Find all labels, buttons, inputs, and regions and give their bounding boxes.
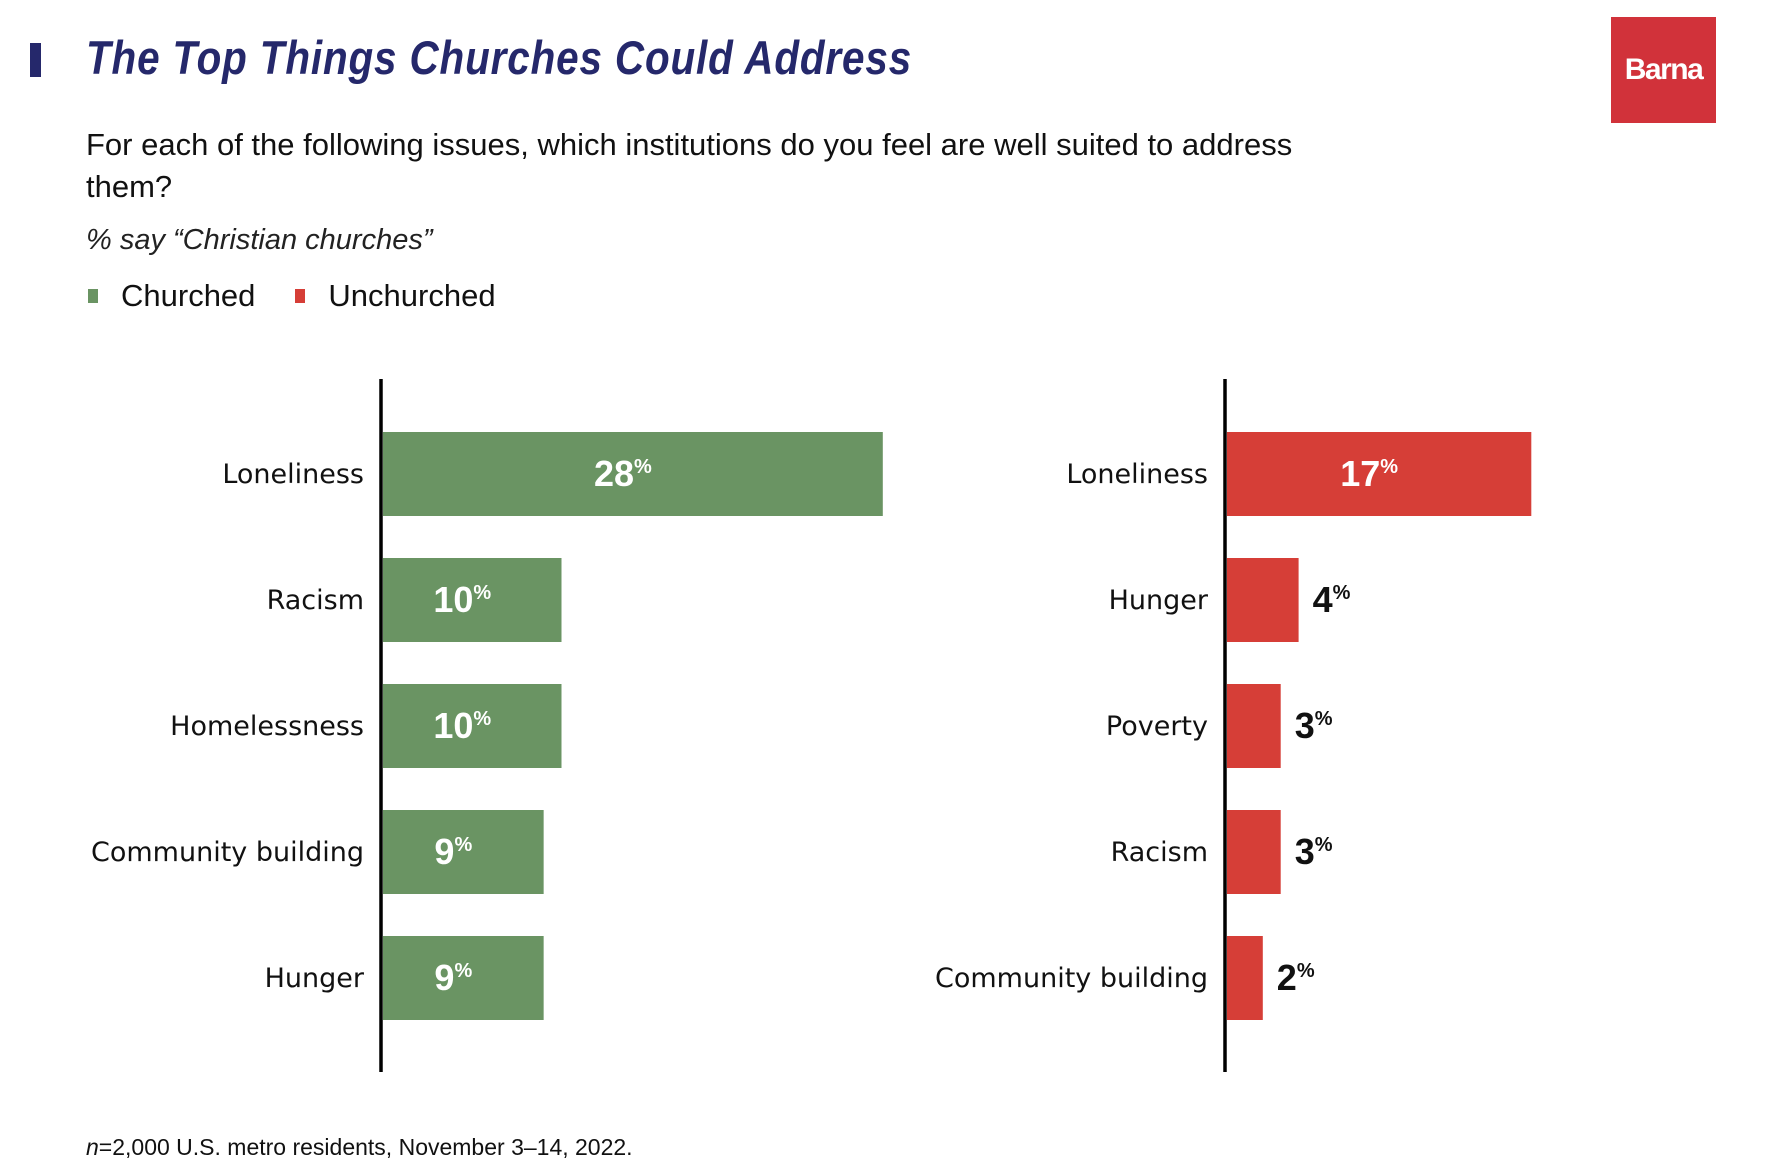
chart-subtitle: % say “Christian churches” [86,224,433,256]
logo-text: Barna [1624,53,1704,86]
churched-bar-1 [383,558,562,642]
unchurched-value-unit-0: % [1380,456,1398,478]
churched-bar-4 [383,936,544,1020]
unchurched-value-label-1: 4% [1313,579,1351,620]
unchurched-bar-2 [1227,684,1281,768]
unchurched-category-label-1: Hunger [1109,585,1209,616]
legend-label-churched: Churched [121,278,256,313]
unchurched-category-label-0: Loneliness [1066,459,1208,490]
churched-value-unit-4: % [454,960,472,982]
unchurched-bar-3 [1227,810,1281,894]
churched-bar-0 [383,432,883,516]
churched-category-label-0: Loneliness [222,459,364,490]
churched-value-unit-1: % [473,582,491,604]
churched-value-label-4: 9% [434,957,472,998]
churched-value-unit-0: % [634,456,652,478]
legend-label-unchurched: Unchurched [328,278,496,313]
footnote-n: n [86,1134,99,1160]
churched-category-label-1: Racism [267,585,364,616]
churched-category-label-2: Homelessness [170,711,364,742]
legend: Churched Unchurched [88,278,536,314]
churched-value-label-2: 10% [433,705,491,746]
legend-item-churched: Churched [88,278,255,314]
churched-value-label-0: 28% [594,453,652,494]
churched-bar-3 [383,810,544,894]
legend-item-unchurched: Unchurched [295,278,496,314]
churched-category-label-4: Hunger [265,963,365,994]
footnote-text: =2,000 U.S. metro residents, November 3–… [98,1134,633,1160]
unchurched-value-unit-1: % [1333,582,1351,604]
unchurched-value-label-4: 2% [1277,957,1315,998]
unchurched-category-label-4: Community building [935,963,1208,994]
question-text: For each of the following issues, which … [86,127,1293,204]
unchurched-category-label-3: Racism [1111,837,1208,868]
unchurched-value-label-2: 3% [1295,705,1333,746]
churched-value-unit-3: % [454,834,472,856]
legend-swatch-churched [88,289,98,303]
unchurched-value-unit-3: % [1315,834,1333,856]
barna-logo: Barna [1611,17,1716,123]
page-title: The Top Things Churches Could Address [86,31,913,84]
churched-bar-2 [383,684,562,768]
unchurched-category-label-2: Poverty [1106,711,1208,742]
unchurched-bar-4 [1227,936,1263,1020]
title-accent-bar [30,43,41,77]
churched-category-label-3: Community building [91,837,364,868]
unchurched-value-unit-4: % [1297,960,1315,982]
unchurched-bar-0 [1227,432,1532,516]
legend-swatch-unchurched [295,289,306,303]
churched-value-unit-2: % [473,708,491,730]
footnote: n=2,000 U.S. metro residents, November 3… [86,1134,633,1161]
unchurched-value-label-3: 3% [1295,831,1333,872]
unchurched-bar-1 [1227,558,1299,642]
unchurched-value-unit-2: % [1315,708,1333,730]
